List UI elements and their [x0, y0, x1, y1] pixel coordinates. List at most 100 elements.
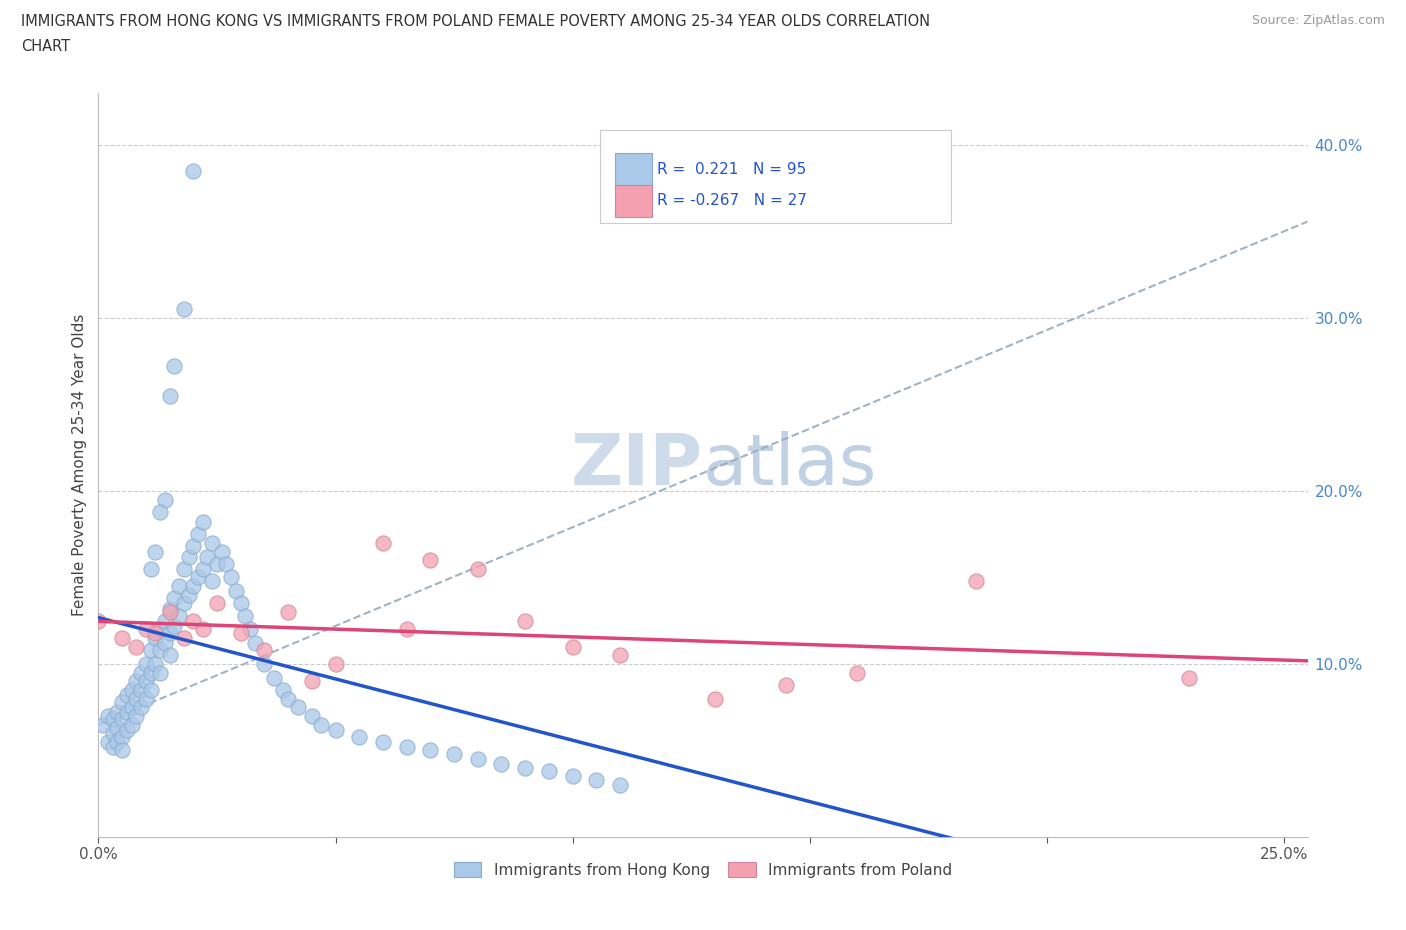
Point: [87, 613, 110, 628]
Point: [467, 562, 489, 577]
Point: [467, 751, 489, 766]
Point: [419, 552, 441, 567]
Point: [201, 574, 224, 589]
Point: [181, 164, 204, 179]
Point: [91, 717, 114, 732]
Point: [143, 631, 166, 645]
Point: [177, 588, 200, 603]
Point: [105, 721, 128, 736]
Text: atlas: atlas: [703, 431, 877, 499]
Legend: Immigrants from Hong Kong, Immigrants from Poland: Immigrants from Hong Kong, Immigrants fr…: [446, 854, 960, 885]
Point: [181, 578, 204, 593]
Point: [173, 562, 195, 577]
Point: [287, 699, 309, 714]
Point: [115, 723, 138, 737]
Point: [585, 773, 607, 788]
Point: [177, 550, 200, 565]
Point: [105, 735, 128, 750]
Point: [197, 550, 219, 565]
Point: [846, 665, 869, 680]
Point: [775, 677, 797, 692]
Point: [159, 601, 181, 616]
Point: [129, 665, 152, 680]
Point: [97, 709, 120, 724]
Point: [149, 665, 172, 680]
Point: [187, 570, 209, 585]
Point: [205, 596, 228, 611]
Point: [139, 683, 162, 698]
Point: [167, 608, 190, 623]
Point: [325, 723, 347, 737]
Point: [561, 769, 583, 784]
Point: [135, 657, 157, 671]
Point: [229, 596, 252, 611]
Point: [163, 618, 186, 633]
Point: [159, 648, 181, 663]
Point: [371, 536, 394, 551]
Point: [111, 695, 134, 710]
Point: [173, 302, 195, 317]
Point: [225, 584, 247, 599]
Point: [143, 625, 166, 640]
Point: [115, 687, 138, 702]
Point: [491, 757, 513, 772]
Point: [121, 683, 143, 698]
Point: [191, 622, 214, 637]
Point: [395, 622, 418, 637]
Point: [301, 709, 323, 724]
Point: [229, 625, 252, 640]
Point: [965, 574, 987, 589]
Point: [139, 643, 162, 658]
Point: [121, 717, 143, 732]
Point: [235, 608, 257, 623]
Point: [111, 631, 134, 645]
Point: [419, 743, 441, 758]
Point: [163, 359, 186, 374]
Point: [101, 711, 124, 726]
Point: [609, 777, 631, 792]
Point: [153, 636, 176, 651]
Point: [139, 665, 162, 680]
Point: [125, 639, 148, 654]
Point: [135, 622, 157, 637]
Point: [153, 613, 176, 628]
Point: [561, 639, 583, 654]
Point: [101, 725, 124, 740]
Point: [135, 674, 157, 689]
Point: [159, 604, 181, 619]
Point: [253, 643, 276, 658]
Point: [115, 705, 138, 720]
Point: [277, 691, 299, 706]
Point: [253, 657, 276, 671]
Point: [129, 699, 152, 714]
Point: [239, 622, 262, 637]
Point: [311, 717, 333, 732]
Point: [135, 691, 157, 706]
Point: [143, 657, 166, 671]
Point: [187, 526, 209, 541]
Point: [515, 761, 537, 776]
Point: [125, 709, 148, 724]
Point: [211, 544, 233, 559]
FancyBboxPatch shape: [600, 130, 950, 223]
Point: [273, 683, 295, 698]
Text: CHART: CHART: [21, 39, 70, 54]
Point: [153, 492, 176, 507]
Point: [263, 671, 285, 685]
Point: [149, 622, 172, 637]
Point: [609, 648, 631, 663]
Point: [325, 657, 347, 671]
Point: [243, 636, 266, 651]
Point: [125, 674, 148, 689]
Point: [129, 683, 152, 698]
Text: ZIP: ZIP: [571, 431, 703, 499]
Point: [191, 562, 214, 577]
FancyBboxPatch shape: [614, 184, 652, 218]
Point: [97, 735, 120, 750]
Point: [215, 556, 238, 571]
Text: R = -0.267   N = 27: R = -0.267 N = 27: [657, 193, 807, 208]
Point: [125, 691, 148, 706]
Point: [159, 625, 181, 640]
Point: [395, 739, 418, 754]
Point: [181, 538, 204, 553]
